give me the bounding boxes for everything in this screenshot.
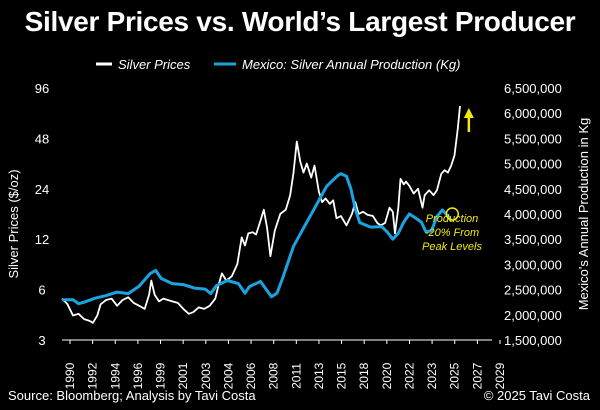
legend-mexico-label: Mexico: Silver Annual Production (Kg) [242, 57, 460, 72]
annotation-text-line: Peak Levels [422, 241, 482, 253]
x-tick-label: 2015 [335, 362, 349, 389]
x-tick-label: 2020 [380, 362, 394, 389]
y-left-tick-label: 48 [35, 131, 49, 146]
x-tick-label: 2023 [425, 362, 439, 389]
y-right-tick-label: 4,500,000 [504, 182, 562, 197]
x-tick-label: 2027 [470, 362, 484, 389]
x-tick-label: 1999 [154, 362, 168, 389]
x-tick-label: 2029 [493, 362, 507, 389]
x-tick-label: 2001 [176, 362, 190, 389]
y-right-tick-label: 5,500,000 [504, 131, 562, 146]
x-tick-label: 1994 [108, 362, 122, 389]
y-right-tick-label: 6,500,000 [504, 81, 562, 96]
x-tick-label: 1992 [86, 362, 100, 389]
x-tick-label: 1990 [63, 362, 77, 389]
y-right-tick-label: 5,000,000 [504, 157, 562, 172]
copyright-note: © 2025 Tavi Costa [483, 388, 590, 403]
y-left-tick-label: 3 [38, 333, 45, 348]
chart-title: Silver Prices vs. World’s Largest Produc… [24, 6, 576, 37]
y-right-tick-label: 2,500,000 [504, 283, 562, 298]
x-tick-label: 2013 [312, 362, 326, 389]
y-right-tick-label: 3,000,000 [504, 257, 562, 272]
annotation-text-line: Production [426, 213, 479, 225]
annotation-circle [445, 207, 460, 221]
mexico-production-line [62, 172, 453, 306]
y-right-tick-label: 3,500,000 [504, 232, 562, 247]
annotation-arrow-head [463, 108, 474, 118]
y-right-tick-label: 4,000,000 [504, 207, 562, 222]
y-left-axis-title: Silver Prices ($/oz) [6, 169, 21, 278]
x-tick-label: 2008 [267, 362, 281, 389]
y-left-tick-label: 6 [38, 283, 45, 298]
x-tick-label: 2022 [402, 362, 416, 389]
source-note: Source: Bloomberg; Analysis by Tavi Cost… [8, 388, 256, 403]
x-tick-label: 2006 [244, 362, 258, 389]
y-left-tick-label: 96 [35, 81, 49, 96]
x-tick-label: 2011 [289, 363, 303, 389]
y-left-tick-label: 12 [35, 232, 49, 247]
y-right-tick-label: 2,000,000 [504, 308, 562, 323]
annotation-text-line: -20% From [425, 227, 479, 239]
x-tick-label: 2004 [221, 362, 235, 389]
x-tick-label: 1996 [131, 362, 145, 389]
y-left-tick-label: 24 [35, 182, 49, 197]
legend-silver-label: Silver Prices [118, 57, 191, 72]
x-tick-label: 2018 [357, 362, 371, 389]
y-right-axis-title: Mexico's Annual Production in Kg [576, 118, 591, 311]
y-right-tick-label: 6,000,000 [504, 106, 562, 121]
x-tick-label: 2025 [448, 362, 462, 389]
silver-price-line [61, 105, 461, 324]
x-tick-label: 2003 [199, 362, 213, 389]
y-right-tick-label: 1,500,000 [504, 333, 562, 348]
